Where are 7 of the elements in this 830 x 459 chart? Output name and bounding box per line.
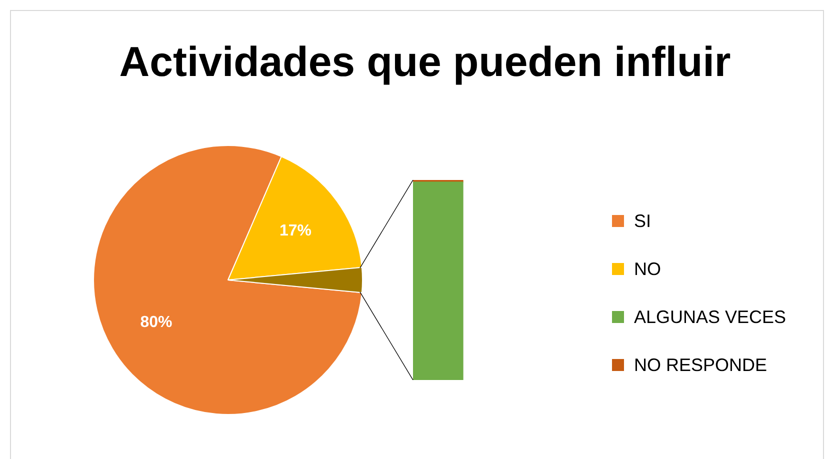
legend-label: SI xyxy=(634,210,652,232)
data-label: 17% xyxy=(279,222,312,240)
chart-title: Actividades que pueden influir xyxy=(118,38,732,86)
legend-label: ALGUNAS VECES xyxy=(634,306,786,328)
legend-label: NO RESPONDE xyxy=(634,354,768,376)
data-label: 80% xyxy=(140,314,172,331)
legend-label: NO xyxy=(634,258,661,280)
